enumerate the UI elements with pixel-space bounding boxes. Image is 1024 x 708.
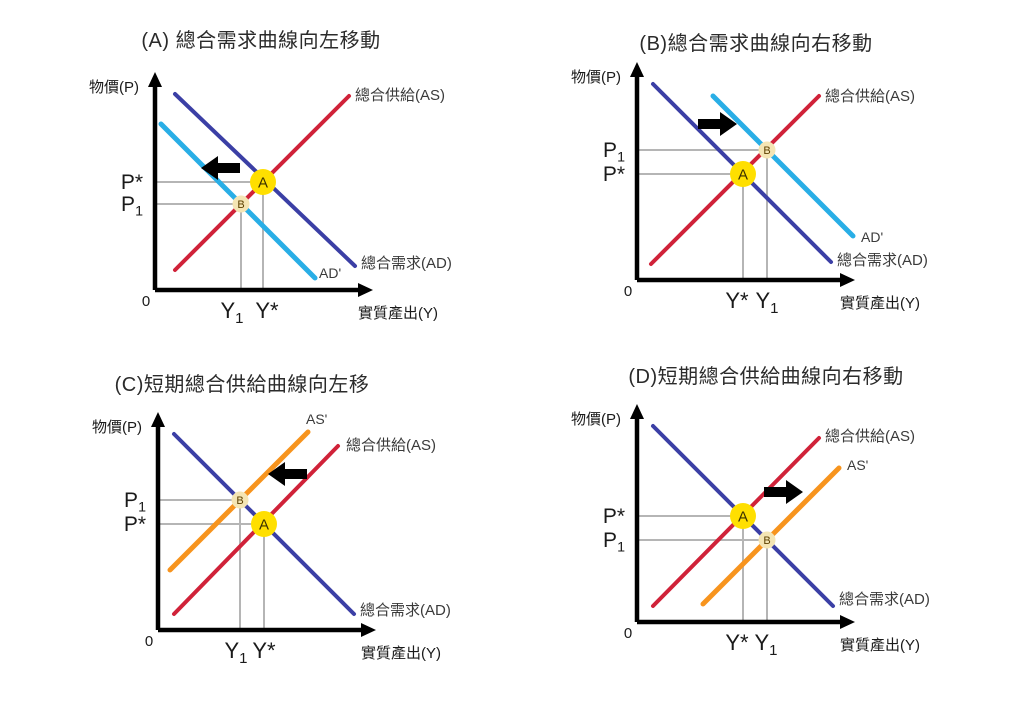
x-axis-label: 實質產出(Y)	[361, 644, 441, 662]
output-label: Y1	[224, 638, 247, 667]
aggregate-supply-label: 總合供給(AS)	[825, 87, 915, 105]
aggregate-supply-label: 總合供給(AS)	[825, 427, 915, 445]
shift-direction-arrow	[268, 462, 307, 486]
x-axis-label: 實質產出(Y)	[840, 636, 920, 654]
output-label: Y*	[725, 288, 749, 313]
point-B-letter: B	[763, 535, 770, 547]
point-A-letter: A	[738, 166, 748, 183]
x-axis-arrowhead	[361, 623, 376, 637]
x-axis-label: 實質產出(Y)	[358, 304, 438, 322]
aggregate-supply-label: 總合供給(AS)	[346, 436, 436, 454]
origin-label: 0	[145, 633, 153, 650]
origin-label: 0	[624, 283, 632, 300]
panel-d-as-shift-right: (D)短期總合供給曲線向右移動 總合供給(AS) 總合需求(AD) AS' A B P* P…	[542, 347, 1022, 679]
shift-direction-arrow	[201, 156, 240, 180]
y-axis-label: 物價(P)	[89, 79, 139, 96]
panel-c-diagram: 總合供給(AS) 總合需求(AD) AS' A B P1P* Y1 Y* 物價(P) 實質產出(Y…	[92, 411, 451, 667]
origin-label: 0	[624, 625, 632, 642]
aggregate-demand-label: 總合需求(AD)	[837, 251, 928, 269]
point-B-letter: B	[236, 495, 243, 507]
output-label: Y1	[220, 298, 243, 327]
y-axis-arrowhead	[630, 404, 644, 419]
output-label: Y1	[754, 630, 777, 659]
output-label: Y*	[725, 630, 749, 655]
panel-b-diagram: 總合供給(AS) 總合需求(AD) AD' A B P1P* Y* Y1 物價(P) 實質產出(Y…	[571, 62, 928, 317]
panel-b-ad-shift-right: (B)總合需求曲線向右移動 總合供給(AS) 總合需求(AD) AD' A B P1 P* Y…	[542, 5, 1022, 337]
point-A	[251, 511, 277, 537]
point-A-letter: A	[258, 174, 268, 191]
x-axis-label: 實質產出(Y)	[840, 294, 920, 312]
output-label: Y*	[255, 298, 279, 323]
aggregate-supply-shifted-label: AS'	[847, 457, 868, 473]
output-label: Y*	[252, 638, 276, 663]
price-label: P*	[121, 171, 143, 194]
shift-direction-arrow	[764, 480, 803, 504]
aggregate-demand-shifted-curve	[710, 93, 856, 239]
aggregate-demand-shifted-label: AD'	[861, 229, 883, 245]
x-axis-arrowhead	[840, 615, 855, 629]
x-axis-arrowhead	[358, 283, 373, 297]
y-axis-arrowhead	[151, 412, 165, 427]
y-axis-label: 物價(P)	[571, 69, 621, 86]
aggregate-supply-label: 總合供給(AS)	[355, 86, 445, 104]
price-label: P*	[603, 505, 625, 528]
point-B	[758, 531, 776, 549]
price-label: P1	[121, 193, 143, 220]
price-label: P*	[124, 513, 146, 536]
price-label: P*	[603, 163, 625, 186]
point-A	[730, 161, 756, 187]
point-B-letter: B	[237, 199, 244, 211]
panel-c-as-shift-left: (C)短期總合供給曲線向左移 總合供給(AS) 總合需求(AD) AS' A B P1 P*…	[63, 355, 543, 687]
aggregate-demand-shifted-label: AD'	[319, 265, 341, 281]
x-axis-arrowhead	[840, 273, 855, 287]
y-axis-arrowhead	[148, 72, 162, 87]
aggregate-demand-label: 總合需求(AD)	[360, 601, 451, 619]
point-A-letter: A	[259, 516, 269, 533]
panel-a-ad-shift-left: (A) 總合需求曲線向左移動 總合供給(AS) 總合需求(AD) AD' A B P* P1…	[60, 15, 540, 347]
price-label: P1	[603, 139, 625, 166]
y-axis-label: 物價(P)	[571, 411, 621, 428]
output-label: Y1	[755, 288, 778, 317]
y-axis-label: 物價(P)	[92, 419, 142, 436]
price-label: P1	[603, 529, 625, 556]
origin-label: 0	[142, 293, 150, 310]
point-B	[758, 141, 776, 159]
shift-direction-arrow	[698, 112, 737, 136]
point-A-letter: A	[738, 508, 748, 525]
aggregate-demand-label: 總合需求(AD)	[839, 590, 930, 608]
price-label: P1	[124, 489, 146, 516]
aggregate-supply-shifted-label: AS'	[306, 411, 327, 427]
aggregate-demand-label: 總合需求(AD)	[361, 254, 452, 272]
point-B	[232, 195, 250, 213]
point-A	[250, 169, 276, 195]
y-axis-arrowhead	[630, 62, 644, 77]
panel-a-diagram: 總合供給(AS) 總合需求(AD) AD' A B P*P1 Y1 Y* 物價(P) 實質產出(Y…	[89, 72, 452, 327]
point-B-letter: B	[763, 145, 770, 157]
point-A	[730, 503, 756, 529]
point-B	[231, 491, 249, 509]
panel-d-diagram: 總合供給(AS) 總合需求(AD) AS' A B P*P1 Y* Y1 物價(P) 實質產出(Y…	[571, 404, 930, 659]
